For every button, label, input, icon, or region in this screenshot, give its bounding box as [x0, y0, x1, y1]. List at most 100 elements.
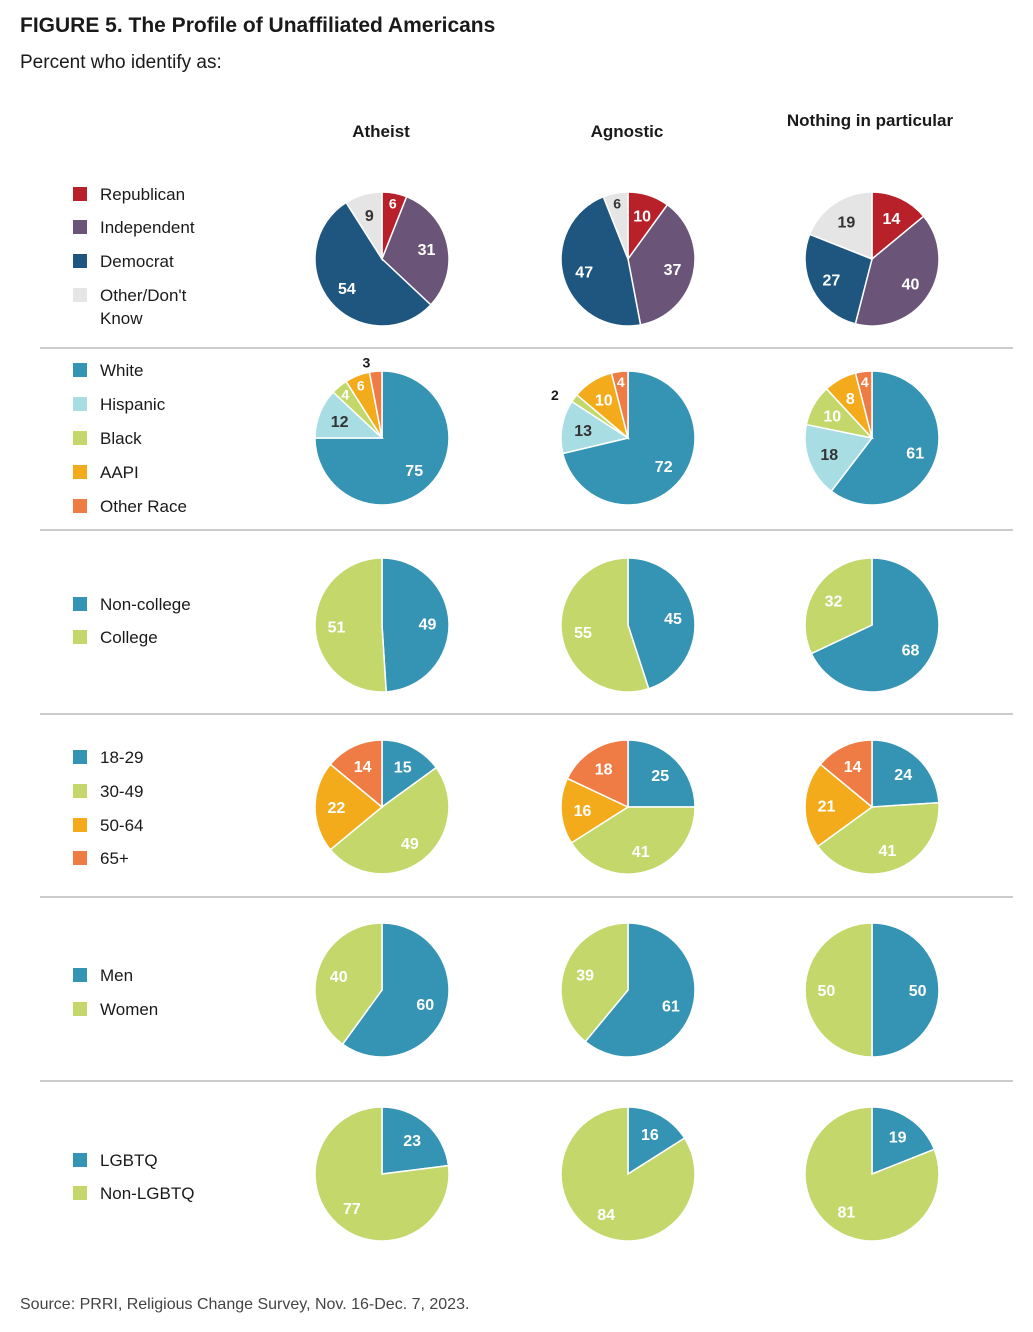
legend-swatch-black — [73, 431, 87, 445]
data-label-party-atheist-republican: 6 — [389, 195, 397, 211]
data-label-education-nothing-in-particular-non-college: 68 — [902, 642, 920, 659]
pie-slice-party-nothing-in-particular-independent — [854, 215, 940, 327]
legend-label-18-29: 18-29 — [100, 748, 143, 767]
pie-slice-education-agnostic-college — [560, 557, 650, 693]
data-label-age-agnostic-18-29: 25 — [651, 768, 669, 785]
data-label-race-agnostic-aapi: 10 — [595, 392, 613, 409]
pie-slice-age-atheist-50-64 — [314, 763, 384, 851]
data-label-race-atheist-black: 4 — [341, 387, 349, 403]
data-label-age-nothing-in-particular-18-29: 24 — [894, 767, 912, 784]
data-label-party-nothing-in-particular-democrat: 27 — [823, 273, 841, 290]
data-label-race-nothing-in-particular-other-race: 4 — [861, 374, 869, 390]
pie-slice-lgbtq-atheist-non-lgbtq — [314, 1106, 450, 1242]
data-label-party-atheist-democrat: 54 — [338, 281, 356, 298]
data-label-gender-agnostic-men: 61 — [662, 998, 680, 1015]
legend-swatch-18-29 — [73, 750, 87, 764]
legend-swatch-50-64 — [73, 818, 87, 832]
data-label-age-agnostic-50-64: 16 — [574, 803, 592, 820]
pie-slice-party-nothing-in-particular-democrat — [804, 233, 873, 325]
data-label-lgbtq-atheist-lgbtq: 23 — [403, 1133, 421, 1150]
data-label-race-agnostic-hispanic: 13 — [574, 423, 592, 440]
data-label-lgbtq-nothing-in-particular-non-lgbtq: 81 — [838, 1205, 856, 1222]
pie-slice-race-nothing-in-particular-other-race — [854, 370, 873, 439]
data-label-age-agnostic-30-49: 41 — [632, 844, 650, 861]
pie-slice-age-agnostic-18-29 — [627, 739, 696, 808]
pie-slice-race-nothing-in-particular-hispanic — [804, 423, 874, 493]
legend-swatch-men — [73, 968, 87, 982]
data-label-lgbtq-agnostic-lgbtq: 16 — [641, 1127, 659, 1144]
pie-slice-party-agnostic-democrat — [560, 195, 642, 327]
pie-slice-age-agnostic-65 — [566, 739, 629, 809]
pie-slice-party-nothing-in-particular-other-don-t-know — [808, 191, 873, 261]
data-label-lgbtq-atheist-non-lgbtq: 77 — [343, 1201, 361, 1218]
pie-slice-lgbtq-atheist-lgbtq — [381, 1106, 450, 1175]
pie-slice-education-nothing-in-particular-non-college — [810, 557, 940, 693]
data-label-party-atheist-other-don-t-know: 9 — [365, 208, 374, 225]
data-label-age-atheist-50-64: 22 — [328, 800, 346, 817]
figure-subtitle: Percent who identify as: — [20, 52, 222, 73]
pie-slice-party-atheist-independent — [381, 195, 450, 306]
pie-slice-age-atheist-65 — [329, 739, 383, 809]
data-label-education-agnostic-college: 55 — [574, 625, 592, 642]
data-label-race-atheist-white: 75 — [405, 463, 423, 480]
legend-label-other-race: Other Race — [100, 497, 187, 516]
data-label-race-agnostic-white: 72 — [655, 459, 673, 476]
data-label-party-nothing-in-particular-independent: 40 — [902, 276, 920, 293]
legend-label-non-lgbtq: Non-LGBTQ — [100, 1184, 194, 1203]
data-label-education-nothing-in-particular-college: 32 — [825, 594, 843, 611]
pie-slice-gender-atheist-men — [341, 922, 450, 1058]
data-label-education-atheist-college: 51 — [328, 619, 346, 636]
legend-swatch-college — [73, 630, 87, 644]
data-label-education-agnostic-non-college: 45 — [664, 611, 682, 628]
data-label-race-atheist-aapi: 6 — [357, 377, 365, 393]
legend-label-democrat: Democrat — [100, 252, 174, 271]
data-label-party-nothing-in-particular-other-don-t-know: 19 — [838, 214, 856, 231]
data-label-age-atheist-18-29: 15 — [394, 759, 412, 776]
legend-label-men: Men — [100, 966, 133, 985]
data-label-party-agnostic-other-don-t-know: 6 — [613, 195, 621, 211]
pie-slice-party-atheist-democrat — [314, 201, 432, 327]
data-label-party-agnostic-republican: 10 — [633, 209, 651, 226]
legend-swatch-hispanic — [73, 397, 87, 411]
data-label-gender-agnostic-women: 39 — [576, 968, 594, 985]
pie-slice-race-atheist-white — [314, 370, 450, 506]
legend-label-hispanic: Hispanic — [100, 395, 166, 414]
pie-slice-gender-agnostic-men — [584, 922, 696, 1058]
legend-label-50-64: 50-64 — [100, 816, 143, 835]
pie-slice-gender-nothing-in-particular-women — [804, 922, 873, 1058]
pie-slice-age-atheist-18-29 — [381, 739, 438, 809]
legend-swatch-other-don-t-know — [73, 288, 87, 302]
data-label-age-agnostic-65: 18 — [595, 762, 613, 779]
data-label-age-nothing-in-particular-50-64: 21 — [818, 799, 836, 816]
data-label-lgbtq-agnostic-non-lgbtq: 84 — [597, 1207, 615, 1224]
legend-swatch-white — [73, 363, 87, 377]
pie-slice-party-agnostic-independent — [627, 203, 696, 326]
legend-label-black: Black — [100, 429, 142, 448]
pie-slice-age-agnostic-50-64 — [560, 777, 630, 844]
pie-slice-lgbtq-agnostic-lgbtq — [627, 1106, 686, 1176]
pie-slice-party-agnostic-other-don-t-know — [602, 191, 629, 260]
figure-title: FIGURE 5. The Profile of Unaffiliated Am… — [20, 14, 496, 37]
data-label-age-nothing-in-particular-65: 14 — [844, 759, 862, 776]
legend-label-non-college: Non-college — [100, 595, 191, 614]
source-note: Source: PRRI, Religious Change Survey, N… — [20, 1296, 470, 1313]
figure-canvas: Republican Independent Democrat Other/Don't… — [40, 185, 1013, 1242]
data-label-gender-atheist-women: 40 — [330, 969, 348, 986]
legend-swatch-independent — [73, 220, 87, 234]
legend-swatch-30-49 — [73, 784, 87, 798]
legend-swatch-republican — [73, 187, 87, 201]
legend-label-republican: Republican — [100, 185, 185, 204]
data-label-race-nothing-in-particular-aapi: 8 — [846, 391, 855, 408]
data-label-race-agnostic-other-race: 4 — [617, 374, 625, 390]
pie-slice-race-atheist-other-race — [368, 370, 383, 439]
pie-slice-party-atheist-other-don-t-know — [345, 191, 383, 262]
pie-slice-education-agnostic-non-college — [627, 557, 696, 690]
pie-slice-age-nothing-in-particular-18-29 — [871, 739, 940, 808]
legend-swatch-non-college — [73, 597, 87, 611]
legend-swatch-non-lgbtq — [73, 1186, 87, 1200]
pie-slice-education-nothing-in-particular-college — [804, 557, 873, 655]
pie-slice-lgbtq-agnostic-non-lgbtq — [560, 1106, 696, 1242]
data-label-gender-nothing-in-particular-women: 50 — [818, 983, 836, 1000]
pie-slice-lgbtq-nothing-in-particular-lgbtq — [871, 1106, 936, 1176]
legend-label-white: White — [100, 361, 143, 380]
